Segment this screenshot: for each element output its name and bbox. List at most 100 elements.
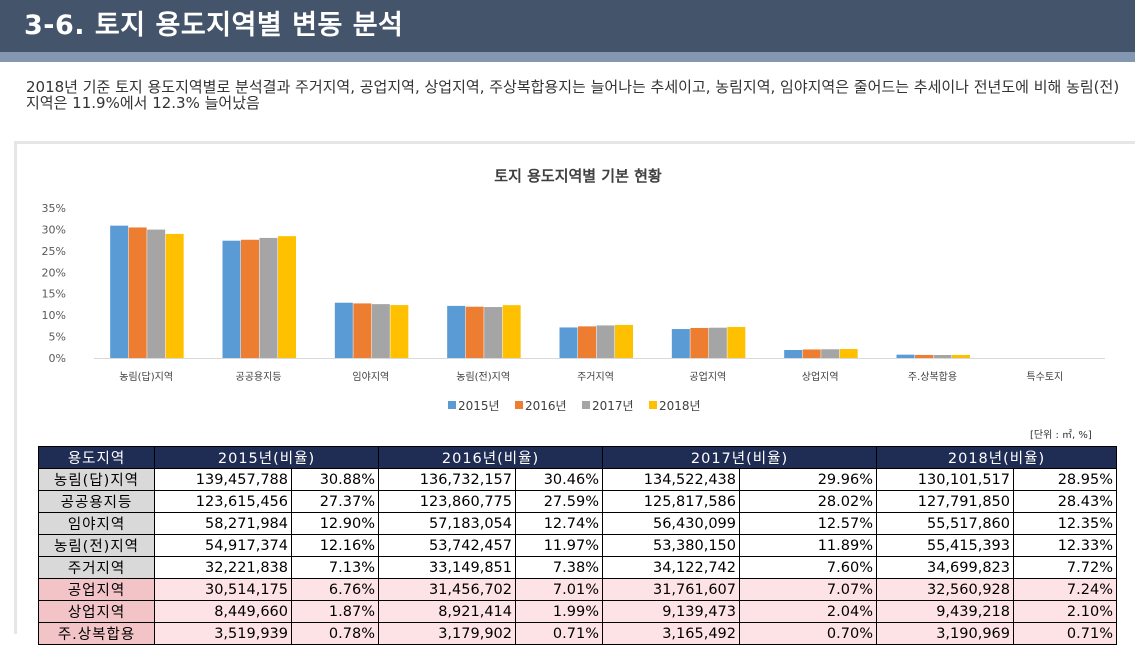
bar-2017년-임야지역 <box>371 304 390 358</box>
bar-chart: 토지 용도지역별 기본 현황 0% 5% 10% 15% 20% 25% 30% 35% 농림… <box>42 167 1105 413</box>
ratio-value-cell: 28.95% <box>1013 468 1117 491</box>
x-category-label: 특수토지 <box>1026 371 1063 383</box>
bar-2016년-주.상복합용 <box>915 354 933 358</box>
legend-entry: 2017년 <box>592 399 634 413</box>
area-value-cell: 3,190,969 <box>876 622 1014 645</box>
area-value-cell: 8,921,414 <box>378 600 516 623</box>
x-category-label: 농림(전)지역 <box>456 371 510 383</box>
y-tick-label: 25% <box>42 245 66 258</box>
ratio-value-cell: 7.24% <box>1013 578 1117 601</box>
bar-2016년-주거지역 <box>578 326 596 358</box>
area-value-cell: 123,860,775 <box>378 490 516 513</box>
bar-2015년-임야지역 <box>334 302 353 358</box>
ratio-value-cell: 12.33% <box>1013 534 1117 557</box>
table-row: 주.상복합용 3,519,939 0.78% 3,179,902 0.71% 3,165,… <box>38 622 1117 645</box>
ratio-value-cell: 30.88% <box>291 468 379 491</box>
ratio-value-cell: 0.71% <box>515 622 603 645</box>
area-value-cell: 33,149,851 <box>378 556 516 579</box>
legend-entry: 2018년 <box>659 399 701 413</box>
ratio-value-cell: 29.96% <box>739 468 877 491</box>
bar-2018년-농림(전)지역 <box>502 305 521 358</box>
bar-2015년-농림(전)지역 <box>447 305 466 358</box>
x-category-label: 상업지역 <box>802 370 839 383</box>
area-value-cell: 8,449,660 <box>154 600 292 623</box>
ratio-value-cell: 7.72% <box>1013 556 1117 579</box>
legend-entry: 2015년 <box>458 399 500 413</box>
area-value-cell: 32,221,838 <box>154 556 292 579</box>
area-value-cell: 31,761,607 <box>602 578 740 601</box>
ratio-value-cell: 7.01% <box>515 578 603 601</box>
ratio-value-cell: 28.02% <box>739 490 877 513</box>
bar-2015년-주거지역 <box>559 327 578 358</box>
area-value-cell: 3,165,492 <box>602 622 740 645</box>
x-category-label: 주.상복합용 <box>908 371 957 383</box>
ratio-value-cell: 11.89% <box>739 534 877 557</box>
area-value-cell: 31,456,702 <box>378 578 516 601</box>
row-region-name: 상업지역 <box>38 600 155 623</box>
ratio-value-cell: 6.76% <box>291 578 379 601</box>
area-value-cell: 32,560,928 <box>876 578 1014 601</box>
bar-2015년-상업지역 <box>784 349 803 358</box>
area-value-cell: 9,439,218 <box>876 600 1014 623</box>
ratio-value-cell: 0.71% <box>1013 622 1117 645</box>
x-category-label: 공공용지등 <box>236 371 282 383</box>
y-tick-label: 10% <box>42 309 66 322</box>
ratio-value-cell: 27.37% <box>291 490 379 513</box>
bar-2017년-농림(전)지역 <box>484 307 503 358</box>
area-value-cell: 53,380,150 <box>602 534 740 557</box>
table-header-row: 용도지역 2015년(비율) 2016년(비율) 2017년(비율) 2018년… <box>38 446 1117 469</box>
area-value-cell: 127,791,850 <box>876 490 1014 513</box>
header-2017: 2017년(비율) <box>602 446 877 469</box>
table-row: 주거지역 32,221,838 7.13% 33,149,851 7.38% 34,122… <box>38 556 1117 579</box>
ratio-value-cell: 12.57% <box>739 512 877 535</box>
header-2018: 2018년(비율) <box>876 446 1117 469</box>
bar-2017년-공업지역 <box>708 327 727 358</box>
data-table: 용도지역 2015년(비율) 2016년(비율) 2017년(비율) 2018년… <box>38 446 1117 645</box>
row-region-name: 농림(전)지역 <box>38 534 155 557</box>
area-value-cell: 30,514,175 <box>154 578 292 601</box>
x-category-label: 공업지역 <box>689 370 726 383</box>
y-tick-label: 0% <box>49 352 66 365</box>
y-tick-label: 5% <box>49 331 66 344</box>
ratio-value-cell: 12.16% <box>291 534 379 557</box>
ratio-value-cell: 27.59% <box>515 490 603 513</box>
bar-2016년-공업지역 <box>690 327 709 358</box>
bar-2015년-농림(답)지역 <box>110 225 129 358</box>
bar-2016년-임야지역 <box>353 303 372 358</box>
chart-title: 토지 용도지역별 기본 현황 <box>494 167 662 185</box>
table-row: 상업지역 8,449,660 1.87% 8,921,414 1.99% 9,139,47… <box>38 600 1117 623</box>
unit-note: [단위 : ㎡, %] <box>1030 430 1092 441</box>
bar-2016년-농림(전)지역 <box>465 306 484 358</box>
bar-2016년-농림(답)지역 <box>128 227 147 358</box>
area-value-cell: 134,522,438 <box>602 468 740 491</box>
bar-2018년-농림(답)지역 <box>165 233 184 358</box>
row-region-name: 농림(답)지역 <box>38 468 155 491</box>
header-region: 용도지역 <box>38 446 155 469</box>
bar-2015년-주.상복합용 <box>896 354 915 358</box>
row-region-name: 주거지역 <box>38 556 155 579</box>
row-region-name: 공업지역 <box>38 578 155 601</box>
ratio-value-cell: 2.10% <box>1013 600 1117 623</box>
bar-2018년-상업지역 <box>839 349 858 358</box>
ratio-value-cell: 0.78% <box>291 622 379 645</box>
y-tick-label: 30% <box>42 223 66 236</box>
bar-2017년-상업지역 <box>821 349 840 358</box>
ratio-value-cell: 1.99% <box>515 600 603 623</box>
bar-2016년-상업지역 <box>802 349 821 358</box>
table-row: 임야지역 58,271,984 12.90% 57,183,054 12.74% 56,4… <box>38 512 1117 535</box>
bar-2018년-주.상복합용 <box>952 354 970 358</box>
area-value-cell: 123,615,456 <box>154 490 292 513</box>
ratio-value-cell: 12.35% <box>1013 512 1117 535</box>
bar-2017년-농림(답)지역 <box>147 229 166 358</box>
legend-swatch <box>649 401 657 409</box>
area-value-cell: 56,430,099 <box>602 512 740 535</box>
bar-2018년-공업지역 <box>727 326 746 358</box>
ratio-value-cell: 1.87% <box>291 600 379 623</box>
ratio-value-cell: 30.46% <box>515 468 603 491</box>
bar-2017년-공공용지등 <box>259 237 278 358</box>
legend-swatch <box>515 401 523 409</box>
row-region-name: 주.상복합용 <box>38 622 155 645</box>
ratio-value-cell: 7.38% <box>515 556 603 579</box>
header-2015: 2015년(비율) <box>154 446 379 469</box>
area-value-cell: 55,415,393 <box>876 534 1014 557</box>
